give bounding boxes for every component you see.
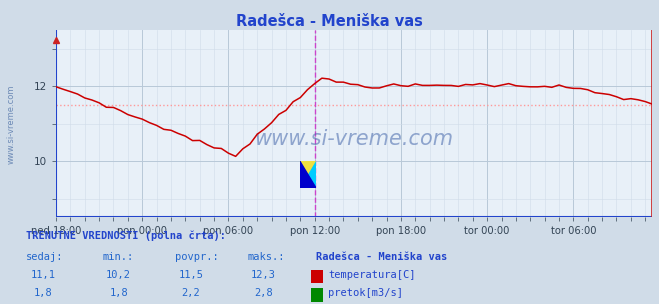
Text: Radešca - Meniška vas: Radešca - Meniška vas: [236, 14, 423, 29]
Text: 1,8: 1,8: [34, 288, 52, 299]
Polygon shape: [300, 161, 316, 188]
Text: 10,2: 10,2: [106, 270, 131, 280]
Text: 11,1: 11,1: [30, 270, 55, 280]
Text: Radešca - Meniška vas: Radešca - Meniška vas: [316, 252, 447, 262]
Text: min.:: min.:: [102, 252, 133, 262]
Text: maks.:: maks.:: [247, 252, 285, 262]
Text: 2,2: 2,2: [182, 288, 200, 299]
Text: 1,8: 1,8: [109, 288, 128, 299]
Text: povpr.:: povpr.:: [175, 252, 218, 262]
Text: sedaj:: sedaj:: [26, 252, 64, 262]
Text: temperatura[C]: temperatura[C]: [328, 270, 416, 280]
Text: 12,3: 12,3: [251, 270, 276, 280]
Text: pretok[m3/s]: pretok[m3/s]: [328, 288, 403, 299]
Text: www.si-vreme.com: www.si-vreme.com: [7, 84, 16, 164]
Text: 11,5: 11,5: [179, 270, 204, 280]
Text: TRENUTNE VREDNOSTI (polna črta):: TRENUTNE VREDNOSTI (polna črta):: [26, 230, 226, 241]
Polygon shape: [300, 161, 316, 188]
Text: 2,8: 2,8: [254, 288, 273, 299]
Text: www.si-vreme.com: www.si-vreme.com: [254, 129, 454, 149]
